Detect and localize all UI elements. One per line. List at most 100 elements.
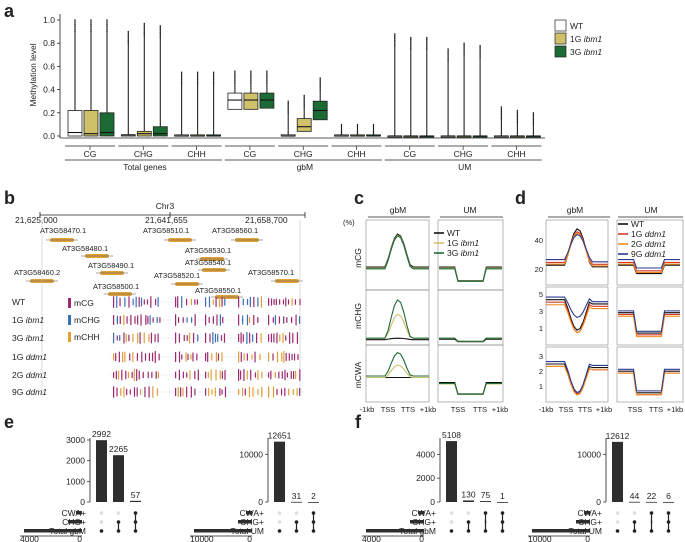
methylation-bar: [243, 353, 245, 361]
box-outlier: [426, 43, 428, 46]
metaplot-frame: [545, 346, 609, 403]
metaplot-line: [546, 361, 608, 394]
upset-bar: [96, 440, 107, 502]
metaplot-line: [618, 368, 680, 392]
box-outlier: [106, 30, 108, 33]
track-label: 3G ibm1: [12, 333, 44, 343]
methylation-bar: [217, 353, 220, 361]
box-outlier: [106, 21, 108, 24]
a-ytick-label: 0.0: [43, 131, 55, 141]
methylation-bar: [240, 332, 242, 344]
metaplot-frame: [365, 344, 430, 403]
box-outlier: [426, 45, 428, 48]
upset-bar-label: 5108: [442, 430, 461, 440]
metaplot-line: [618, 370, 680, 394]
metaplot-line: [618, 372, 680, 396]
box-outlier: [447, 52, 449, 55]
metaplot-line: [366, 313, 429, 339]
methylation-bar: [276, 351, 279, 363]
svg-text:WT: WT: [447, 228, 460, 238]
methylation-bar: [157, 371, 160, 379]
upset-bar: [291, 501, 302, 503]
methylation-bar: [299, 298, 301, 306]
box-outlier: [90, 21, 92, 24]
methylation-bar: [128, 334, 130, 342]
methylation-bar: [138, 296, 140, 308]
methylation-bar: [238, 389, 240, 395]
methylation-bar: [175, 387, 177, 397]
box-outlier: [479, 56, 481, 58]
box-outlier: [463, 54, 465, 56]
svg-text:3G ibm1: 3G ibm1: [447, 248, 479, 258]
legend-swatch-3g-ibm1: [554, 45, 567, 58]
d-header-gbm: gbM: [567, 205, 584, 215]
methylation-bar: [113, 314, 115, 326]
methylation-bar: [157, 297, 159, 307]
panel-f-letter: f: [355, 412, 362, 432]
box-outlier: [479, 49, 481, 51]
upset-dot: [277, 511, 282, 515]
box-outlier: [303, 94, 305, 97]
box-outlier: [143, 27, 145, 29]
methylation-bar: [242, 298, 244, 306]
svg-text:+1kb: +1kb: [492, 405, 508, 414]
box-outlier: [287, 112, 289, 114]
methylation-bar: [288, 388, 290, 396]
box-outlier: [372, 132, 375, 135]
methylation-bar: [221, 371, 223, 379]
box-outlier: [500, 117, 503, 120]
methylation-bar: [148, 386, 150, 398]
methylation-bar: [139, 332, 141, 344]
methylation-bar: [276, 388, 278, 396]
methylation-bar: [123, 386, 125, 398]
box-outlier: [532, 123, 535, 126]
methylation-bar: [182, 317, 184, 323]
metaplot-line: [546, 304, 608, 334]
box-outlier: [287, 102, 289, 105]
methylation-bar: [221, 297, 223, 307]
box-outlier: [426, 41, 428, 43]
methylation-bar: [289, 332, 291, 344]
box-outlier: [303, 101, 305, 104]
gene-label: AT3G58570.1: [248, 268, 294, 277]
box-outlier: [410, 45, 412, 48]
box-outlier: [250, 74, 252, 77]
track-label: WT: [12, 297, 25, 307]
box-outlier: [127, 35, 129, 37]
methylation-bar: [292, 371, 295, 379]
methylation-bar: [118, 351, 120, 363]
methylation-bar: [147, 316, 149, 324]
methylation-bar: [148, 333, 150, 343]
svg-text:-1kb: -1kb: [360, 405, 375, 414]
methylation-bar: [219, 314, 222, 326]
methylation-bar: [278, 371, 280, 379]
upset-dot: [632, 511, 637, 515]
methylation-bar: [275, 298, 277, 306]
legend-mchh-swatch: [68, 332, 71, 342]
upset-dot: [277, 529, 282, 533]
box-outlier: [532, 119, 535, 121]
box-outlier: [74, 28, 76, 30]
box-outlier: [106, 19, 108, 21]
methylation-bar: [119, 335, 121, 341]
upset-ytick-label: 4000: [416, 449, 435, 459]
c-row-mcg: mCG: [353, 248, 363, 268]
methylation-bar: [185, 298, 188, 306]
box-outlier: [90, 30, 92, 33]
methylation-bar: [186, 335, 188, 341]
d-legend: WT 1G ddm1 2G ddm1 9G ddm1: [618, 219, 666, 259]
upset-ytick-label: 10000: [239, 449, 263, 459]
methylation-bar: [116, 335, 118, 341]
metaplot-frame: [545, 286, 609, 346]
methylation-bar: [272, 317, 274, 323]
upset-bar-label: 12612: [606, 431, 630, 441]
upset-bar: [463, 500, 474, 502]
methylation-bar: [209, 333, 211, 343]
upset-bar: [646, 501, 657, 503]
methylation-bar: [117, 370, 120, 380]
upset-dot: [99, 520, 104, 524]
methylation-bar: [143, 299, 145, 305]
methylation-bar: [128, 296, 130, 308]
methylation-bar: [137, 315, 139, 325]
svg-text:5: 5: [539, 290, 543, 299]
